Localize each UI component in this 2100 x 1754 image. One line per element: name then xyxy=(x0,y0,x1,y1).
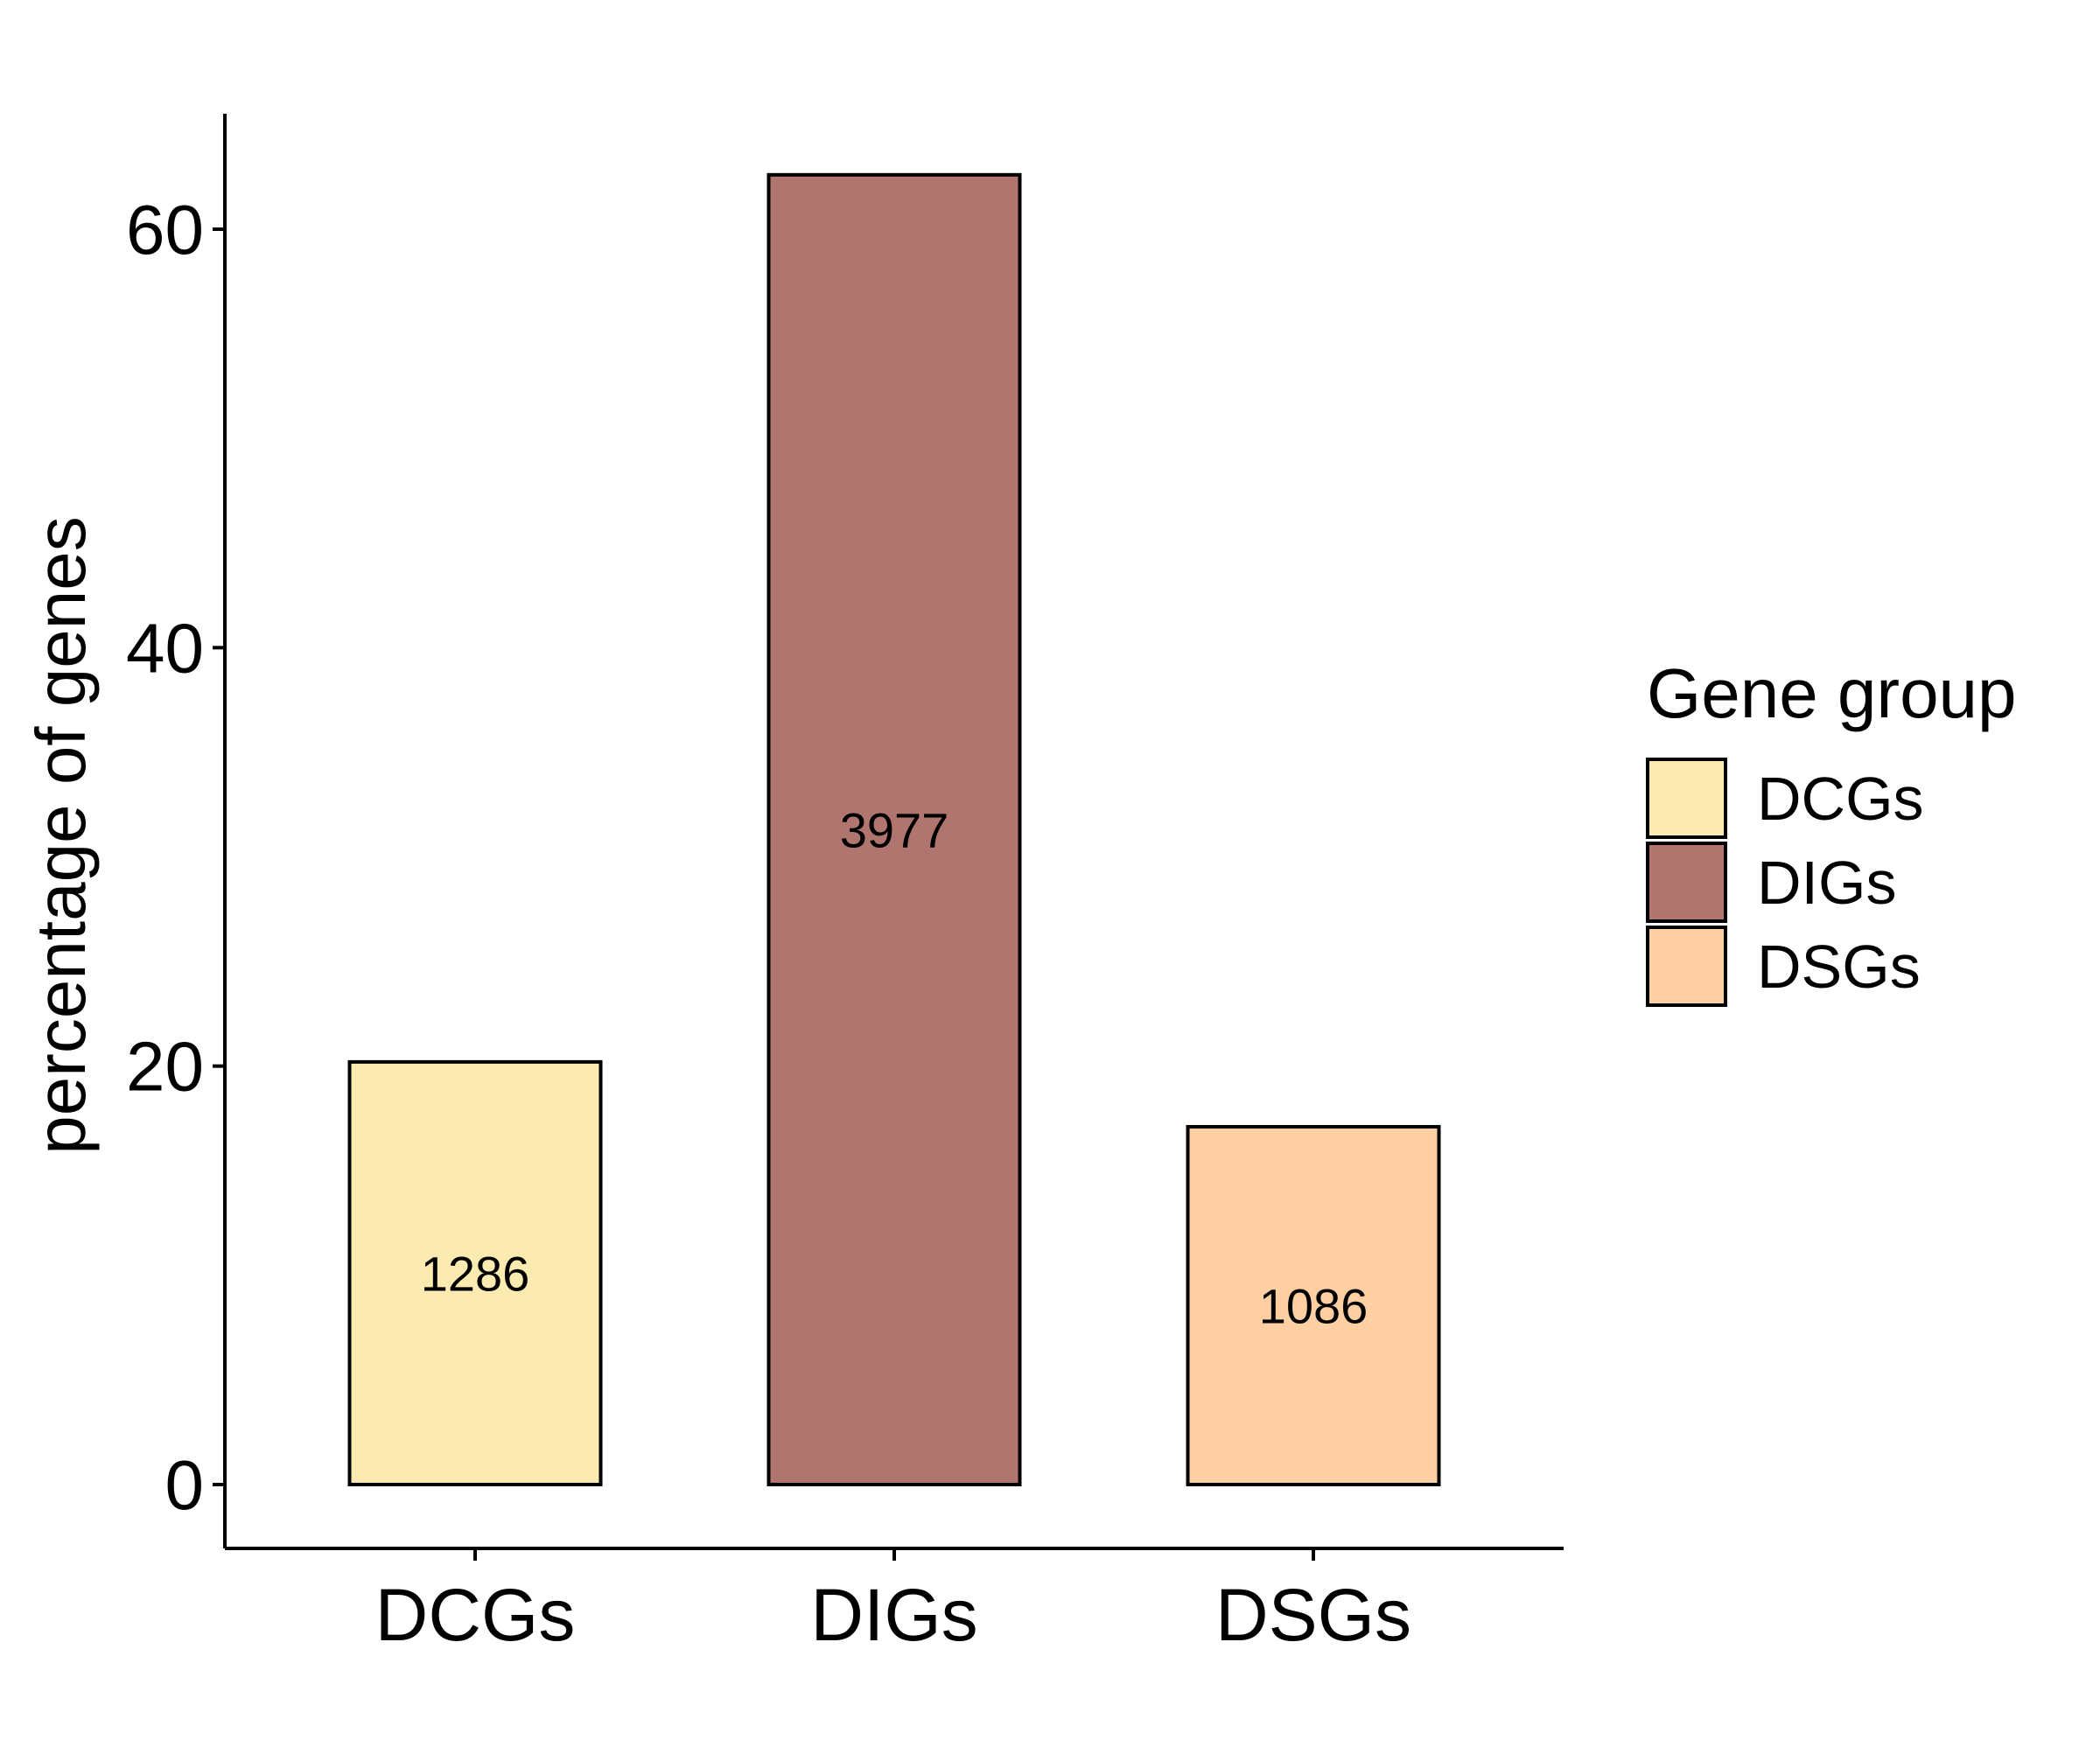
x-axis: DCGs DIGs DSGs xyxy=(225,1547,1564,1656)
bars: 1286 3977 1086 xyxy=(347,172,1441,1487)
y-tick-label: 60 xyxy=(126,191,204,269)
x-tick-label: DCGs xyxy=(375,1574,576,1656)
y-tick-label: 40 xyxy=(126,609,204,687)
bar xyxy=(766,172,1022,1487)
legend-label: DSGs xyxy=(1757,933,1921,1001)
x-tick-label: DSGs xyxy=(1215,1574,1411,1656)
legend-label: DIGs xyxy=(1757,849,1896,917)
legend: Gene group DCGs DIGs DSGs xyxy=(1646,654,2017,1007)
bar-data-label: 3977 xyxy=(840,802,949,857)
y-axis-title: percentage of genes xyxy=(22,516,100,1154)
y-tick-label: 20 xyxy=(126,1028,204,1106)
legend-key xyxy=(1646,758,1727,839)
y-axis: 0 20 40 60 xyxy=(126,114,227,1548)
bar-data-label: 1086 xyxy=(1259,1279,1368,1334)
legend-key xyxy=(1646,842,1727,923)
y-tick-label: 0 xyxy=(165,1446,205,1524)
legend-title: Gene group xyxy=(1647,654,2017,732)
legend-label: DCGs xyxy=(1757,765,1924,833)
bar xyxy=(347,1059,603,1486)
bar xyxy=(1186,1125,1441,1487)
legend-key xyxy=(1646,926,1727,1007)
x-tick-label: DIGs xyxy=(810,1574,977,1656)
bar-data-label: 1286 xyxy=(421,1246,530,1301)
